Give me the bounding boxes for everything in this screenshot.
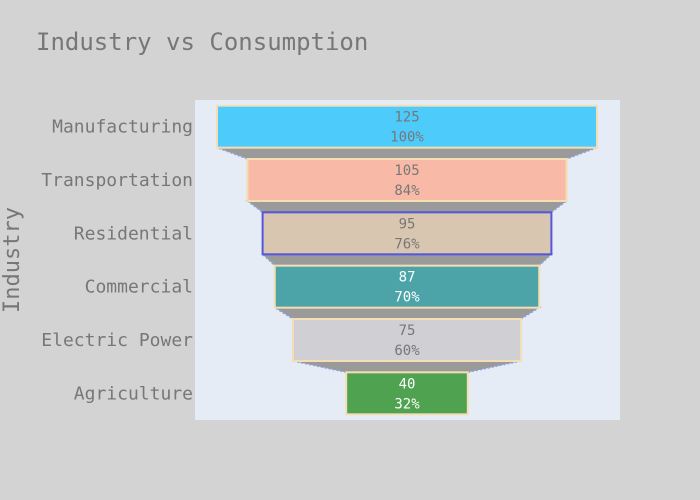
- value-label: 95: [399, 216, 416, 232]
- percent-label: 100%: [390, 130, 424, 146]
- funnel-connector: [260, 253, 554, 267]
- value-label: 125: [394, 110, 419, 126]
- category-label: Electric Power: [41, 330, 193, 351]
- percent-label: 32%: [394, 396, 420, 412]
- y-axis-title: Industry: [0, 207, 25, 313]
- category-label: Commercial: [85, 277, 193, 298]
- percent-label: 84%: [394, 183, 420, 199]
- funnel-connector: [245, 200, 569, 214]
- category-label: Residential: [74, 223, 193, 244]
- funnel-connector: [216, 146, 598, 160]
- chart-title: Industry vs Consumption: [36, 28, 369, 56]
- funnel-bar[interactable]: [216, 104, 598, 149]
- funnel-connector: [272, 306, 542, 320]
- percent-label: 76%: [394, 236, 420, 252]
- funnel-bar[interactable]: [246, 158, 568, 202]
- value-label: 105: [394, 163, 419, 179]
- funnel-bar[interactable]: [261, 211, 553, 256]
- value-label: 75: [399, 323, 416, 339]
- category-label: Transportation: [41, 170, 193, 191]
- category-label: Agriculture: [74, 383, 193, 404]
- funnel-bar[interactable]: [345, 371, 469, 416]
- funnel-bar[interactable]: [292, 318, 522, 362]
- percent-label: 70%: [394, 290, 420, 306]
- value-label: 40: [399, 376, 416, 392]
- funnel-bar[interactable]: [273, 264, 541, 309]
- value-label: 87: [399, 270, 416, 286]
- percent-label: 60%: [394, 343, 420, 359]
- category-label: Manufacturing: [52, 117, 193, 138]
